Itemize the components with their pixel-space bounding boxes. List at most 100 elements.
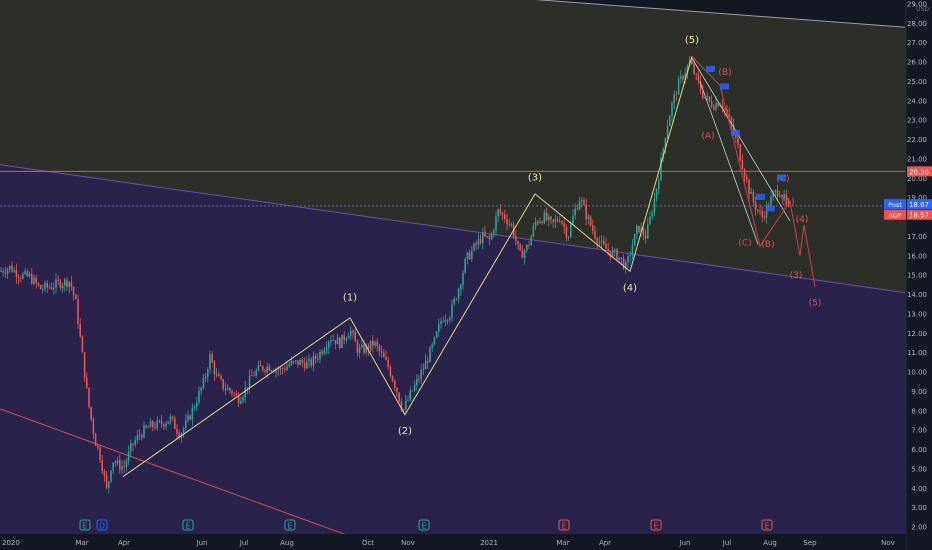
candle-body <box>422 369 425 371</box>
candle-body <box>152 421 154 427</box>
time-tick-label: Sep <box>803 539 817 547</box>
candle-body <box>24 271 26 274</box>
resistance-level-badge <box>907 166 932 177</box>
candle-body <box>620 257 623 259</box>
time-tick-label: Jul <box>239 539 249 547</box>
candle-body <box>728 114 730 118</box>
price-tick-label: 6.00 <box>911 446 927 454</box>
candle-body <box>97 445 99 448</box>
candle-body <box>693 63 695 74</box>
candle-body <box>675 94 678 96</box>
wave-path-yellow <box>122 56 693 478</box>
candle-body <box>471 250 473 260</box>
post-tag <box>884 199 906 210</box>
candle-body <box>123 466 125 468</box>
candle-body <box>145 425 147 428</box>
candle-body <box>295 360 297 362</box>
candle-body <box>770 196 772 207</box>
candle-body <box>143 425 145 438</box>
price-tick-label: 11.00 <box>907 349 927 357</box>
candle-body <box>264 370 266 372</box>
candle-body <box>385 357 387 360</box>
candle-body <box>664 137 667 149</box>
candle-body <box>743 169 746 178</box>
wave-label-red: (3) <box>790 271 803 281</box>
candle-body <box>545 212 548 220</box>
candle-body <box>189 415 191 420</box>
candle-body <box>466 252 469 259</box>
bgy-price-badge <box>907 209 932 220</box>
candle-body <box>534 221 537 227</box>
candle-body <box>20 278 22 279</box>
candle-body <box>171 416 174 419</box>
candle-body <box>363 344 365 353</box>
candle-body <box>66 279 68 287</box>
candle-body <box>713 106 715 110</box>
candle-body <box>149 421 152 428</box>
candle-body <box>317 358 319 360</box>
price-tick-label: 14.00 <box>907 291 927 299</box>
price-tick-label: 7.00 <box>911 427 927 435</box>
candle-body <box>343 334 345 341</box>
candle-body <box>213 362 216 375</box>
time-axis[interactable]: 2020 Mar Apr Jun Jul Aug Oct Nov 2021 Mar Apr Jun Ju… <box>0 534 906 550</box>
candle-body <box>125 461 128 467</box>
time-tick-label: 2020 <box>2 539 20 547</box>
event-marker-label: E <box>186 522 191 531</box>
candle-body <box>163 424 165 427</box>
price-tick-label: 5.00 <box>911 465 927 473</box>
candle-body <box>475 243 477 245</box>
candle-body <box>660 157 662 181</box>
candle-body <box>651 213 653 217</box>
event-marker-box <box>761 519 773 531</box>
candle-body <box>174 418 176 429</box>
candle-body <box>493 230 495 234</box>
event-marker-box <box>284 519 296 531</box>
candle-body <box>75 295 77 300</box>
candle-body <box>420 370 422 380</box>
wave-label-red: (5) <box>809 298 822 308</box>
candle-body <box>473 243 475 251</box>
candle-body <box>266 366 268 372</box>
candle-body <box>407 399 409 401</box>
candle-body <box>64 279 66 286</box>
time-tick-label: Oct <box>362 539 374 547</box>
candle-body <box>222 379 224 390</box>
price-tick-label: 29.00 <box>907 1 927 9</box>
time-tick-label: Nov <box>881 539 895 547</box>
candle-body <box>383 352 385 358</box>
candle-body <box>576 208 579 210</box>
candle-body <box>182 428 185 434</box>
candle-body <box>556 219 559 221</box>
post-tag-text: Post <box>888 201 902 209</box>
price-tick-label: 23.00 <box>907 117 927 125</box>
candle-body <box>191 407 194 420</box>
time-tick-label: Mar <box>75 539 88 547</box>
candle-body <box>715 103 717 110</box>
candle-body <box>132 443 134 445</box>
candle-body <box>50 287 53 289</box>
candle-body <box>563 223 565 228</box>
candle-body <box>739 144 741 161</box>
candle-body <box>785 194 788 202</box>
candle-body <box>176 428 178 434</box>
candle-body <box>444 320 447 322</box>
candle-body <box>116 460 119 464</box>
event-marker-box <box>418 519 430 531</box>
candle-body <box>561 221 563 224</box>
candle-body <box>508 223 510 225</box>
candle-body <box>622 258 625 269</box>
candle-body <box>710 100 713 107</box>
candle-body <box>708 96 711 101</box>
candle-body <box>763 216 766 218</box>
candle-body <box>490 233 493 240</box>
candle-body <box>552 219 554 222</box>
candle-body <box>308 359 310 362</box>
candle-body <box>15 270 18 278</box>
candle-body <box>574 208 576 216</box>
candle-body <box>374 341 376 346</box>
candle-body <box>48 287 51 289</box>
